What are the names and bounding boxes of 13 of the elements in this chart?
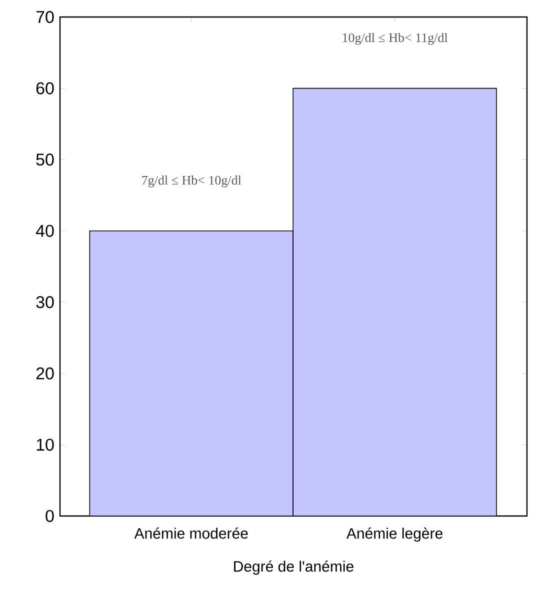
y-tick-label: 20 xyxy=(36,367,54,380)
y-tick-label: 70 xyxy=(36,10,54,24)
y-tick-label: 30 xyxy=(36,296,54,308)
y-tick-label: 40 xyxy=(36,224,54,237)
y-tick-label: 10 xyxy=(36,438,54,451)
x-axis-title: Degré de l'anémie xyxy=(234,560,354,575)
y-tick-label: 0 xyxy=(46,510,54,522)
annotation: 7g/dl ≤ Hb< 10g/dl xyxy=(142,176,242,188)
x-tick-label: Anémie legère xyxy=(346,528,442,542)
y-tick-label: 60 xyxy=(36,82,54,94)
x-tick-label: Anémie moderée xyxy=(134,528,248,539)
y-tick-label: 50 xyxy=(36,154,54,166)
annotation: 10g/dl ≤ Hb< 11g/dl xyxy=(342,32,448,45)
